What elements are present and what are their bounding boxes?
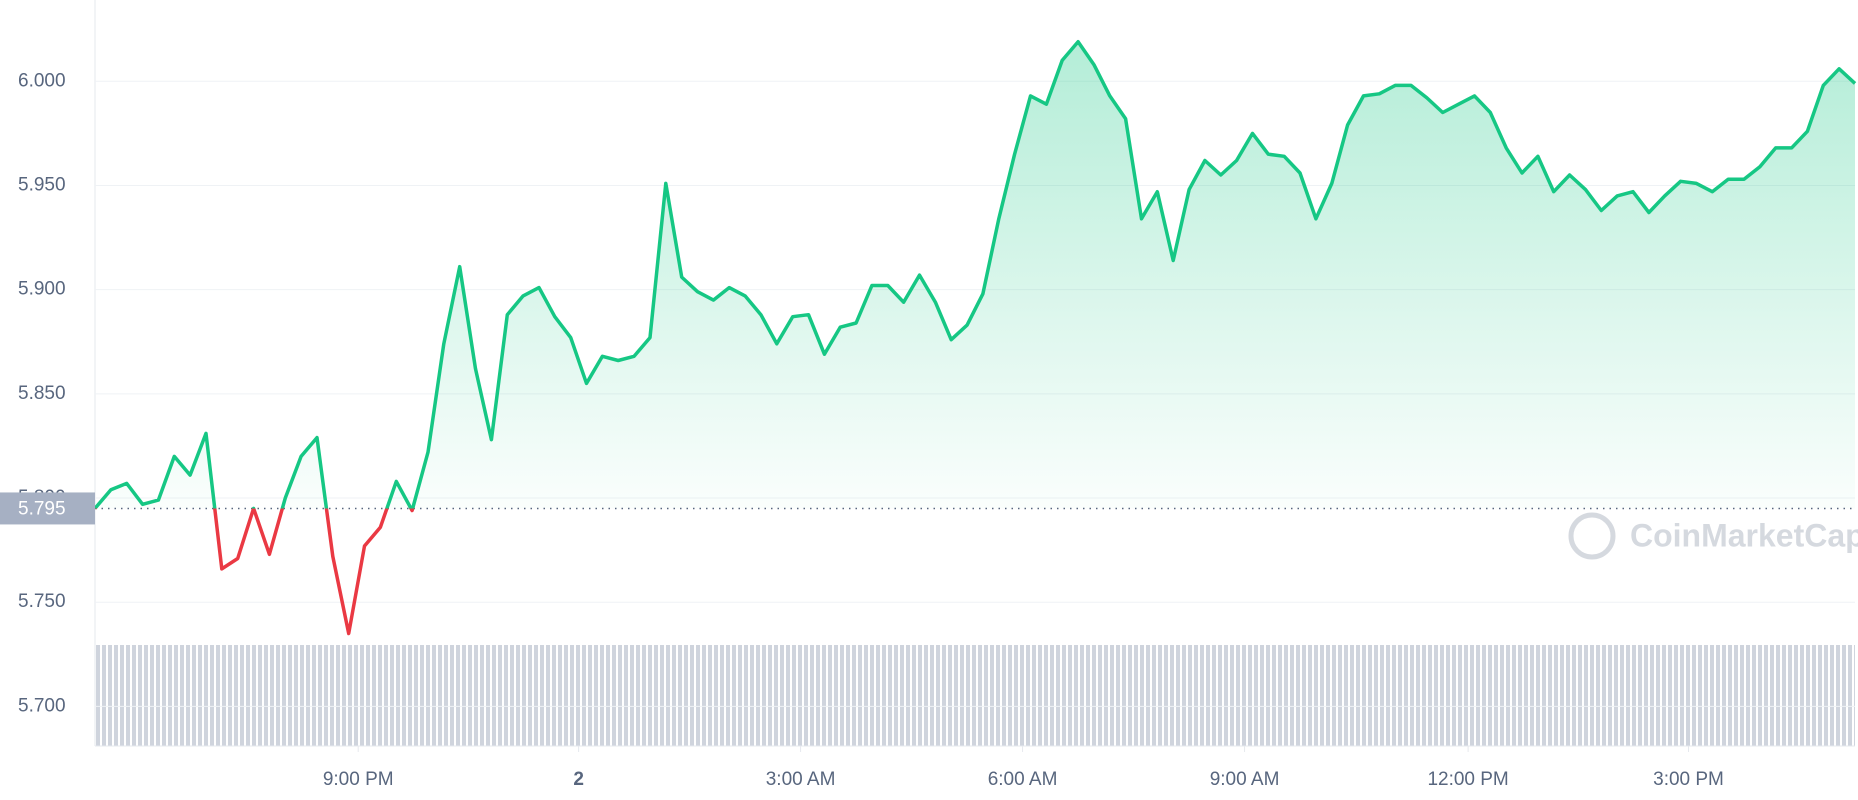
volume-bars [95,645,1855,746]
x-tick-label: 2 [573,769,584,790]
x-tick-label: 12:00 PM [1427,769,1508,790]
y-tick-label: 5.900 [18,279,66,300]
y-tick-label: 5.850 [18,383,66,404]
x-tick-label: 3:00 PM [1653,769,1724,790]
y-tick-label: 6.000 [18,70,66,91]
x-tick-label: 3:00 AM [766,769,836,790]
watermark: CoinMarketCap [1568,512,1858,560]
watermark-text: CoinMarketCap [1630,517,1858,553]
x-tick-label: 6:00 AM [988,769,1058,790]
baseline-label: 5.795 [18,498,66,519]
baseline-label-box [0,492,95,525]
y-tick-label: 5.700 [18,695,66,716]
y-tick-label: 5.750 [18,591,66,612]
price-line [93,39,1857,636]
y-tick-label: 5.950 [18,174,66,195]
price-area [95,41,1855,509]
x-tick-label: 9:00 PM [323,769,394,790]
x-tick-label: 9:00 AM [1210,769,1280,790]
